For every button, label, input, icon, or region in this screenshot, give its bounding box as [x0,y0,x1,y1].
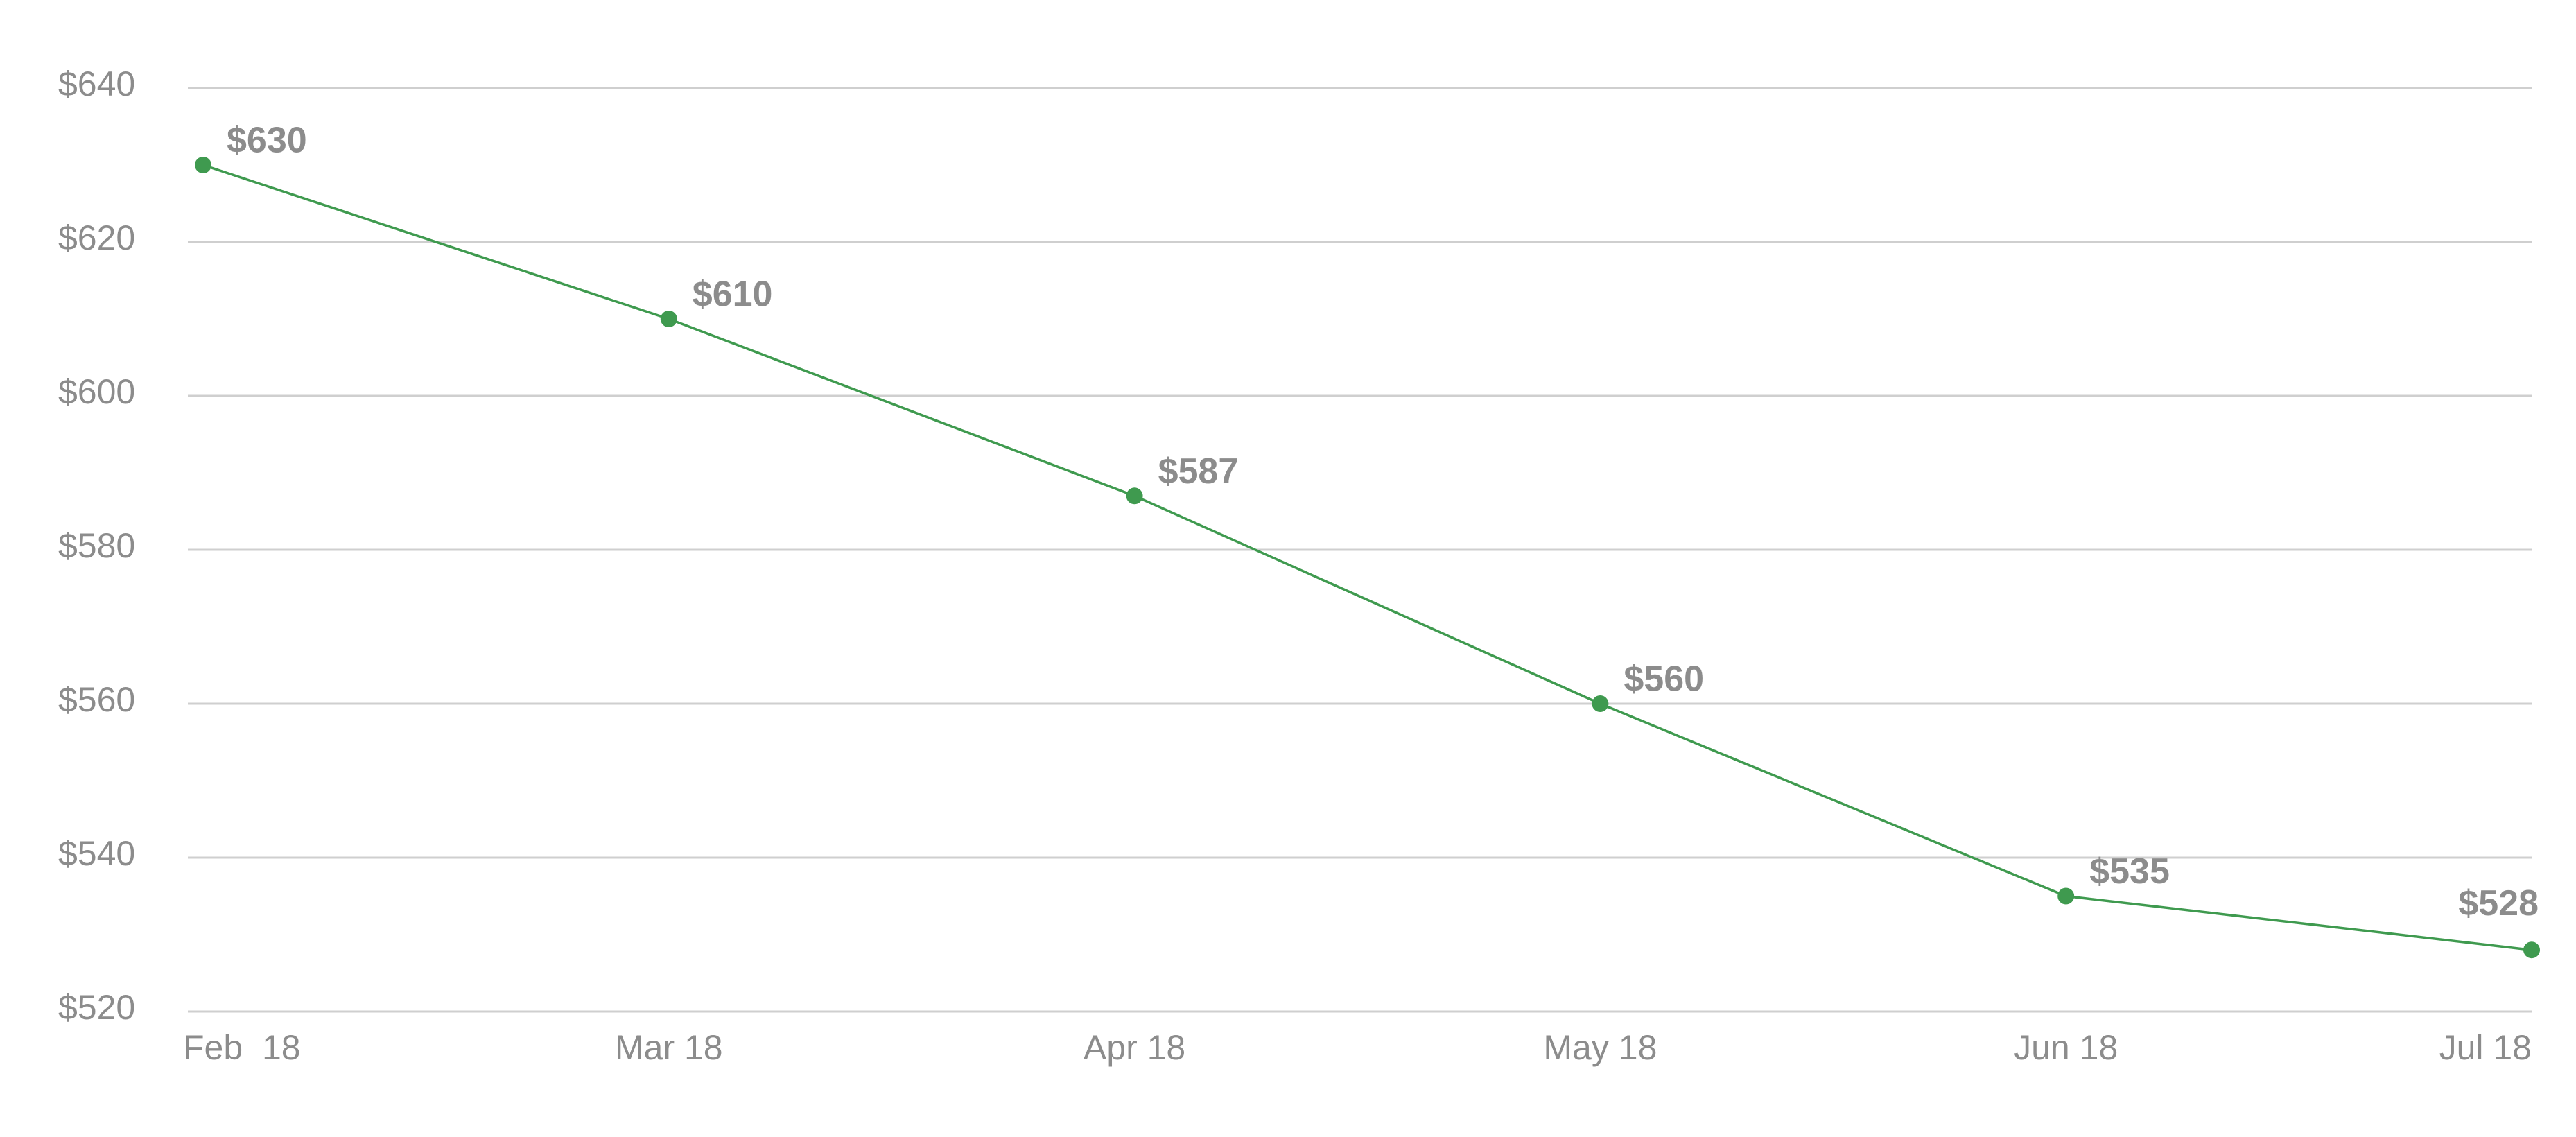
y-tick-label: $600 [58,372,135,411]
x-tick-label: Mar 18 [615,1028,723,1067]
y-tick-label: $580 [58,526,135,565]
y-tick-label: $620 [58,218,135,257]
x-tick-label: Jul 18 [2439,1028,2532,1067]
point [2057,887,2075,905]
x-tick-label: May 18 [1543,1028,1657,1067]
point [195,157,211,173]
x-tick-label: Feb 18 [183,1028,301,1067]
data-label: $535 [2089,851,2170,892]
data-label: $630 [227,121,307,161]
data-label: $560 [1624,659,1704,700]
x-tick-label: Apr 18 [1084,1028,1185,1067]
data-label: $610 [693,275,773,315]
y-tick-label: $560 [58,680,135,719]
y-tick-label: $520 [58,988,135,1027]
point [660,311,677,327]
point [2523,941,2540,959]
point [1126,487,1143,505]
point [1592,695,1609,712]
y-tick-label: $640 [58,64,135,103]
data-label: $587 [1158,451,1239,492]
line [202,164,2532,951]
data-label: $528 [2458,883,2539,923]
x-tick-label: Jun 18 [2014,1028,2118,1067]
y-tick-label: $540 [58,834,135,873]
